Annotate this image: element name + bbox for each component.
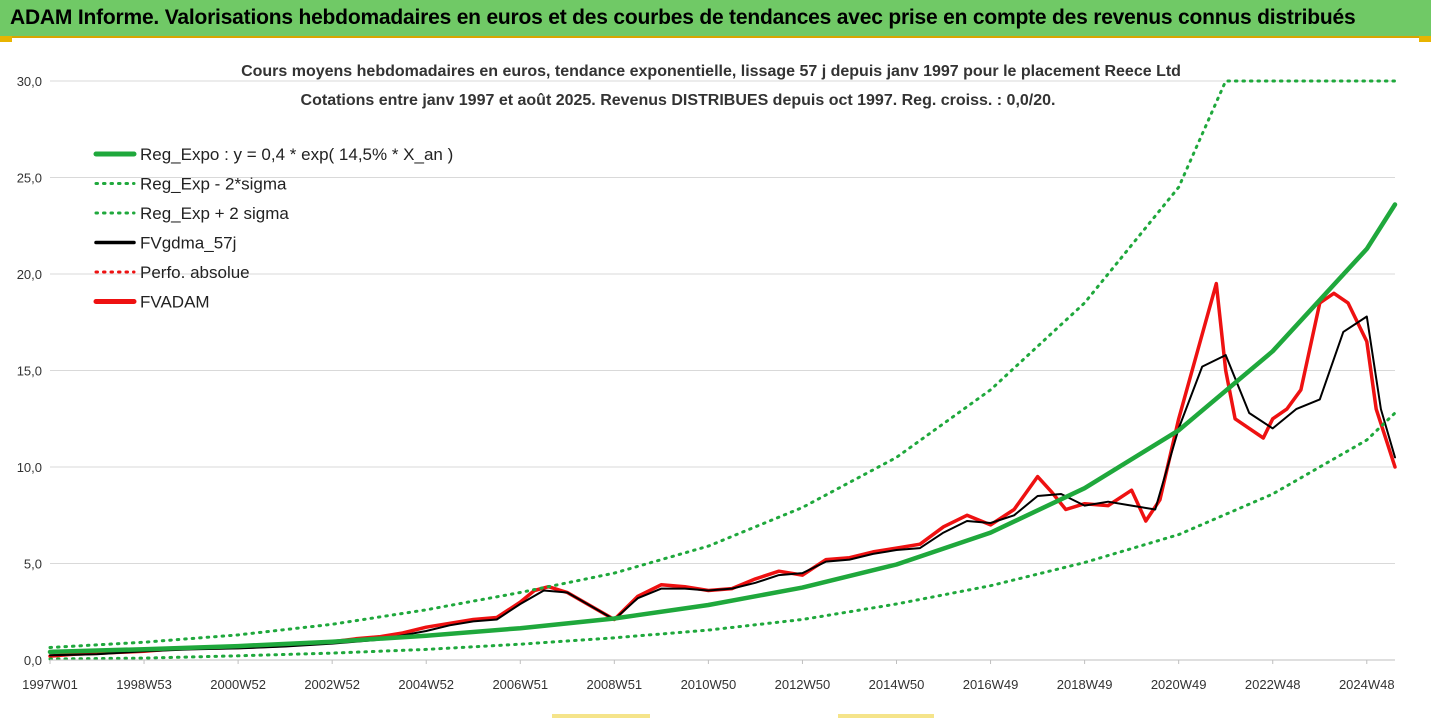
trend-chart: 0,0 5,0 10,0 15,0 20,0 25,0 30,0 1997W01 1998W53…	[17, 63, 1398, 692]
y-tick-label: 30,0	[17, 74, 42, 89]
series-lines	[47, 79, 1398, 661]
legend-label: Reg_Exp - 2*sigma	[140, 175, 287, 194]
x-tick-label: 2016W49	[963, 677, 1019, 692]
x-tick-label: 2020W49	[1151, 677, 1207, 692]
banner-corner-left	[0, 36, 12, 42]
y-tick-label: 15,0	[17, 364, 42, 379]
x-tick-label: 2006W51	[492, 677, 548, 692]
chart-title-line-1: Cours moyens hebdomadaires en euros, ten…	[241, 63, 1181, 80]
legend-label: FVADAM	[140, 293, 210, 312]
legend-label: Reg_Expo : y = 0,4 * exp( 14,5% * X_an )	[140, 145, 453, 164]
y-tick-label: 20,0	[17, 267, 42, 282]
x-tick-label: 2004W52	[398, 677, 454, 692]
legend-label: FVgdma_57j	[140, 234, 236, 253]
bottom-handle-right	[838, 714, 934, 718]
x-tick-label: 2002W52	[304, 677, 360, 692]
x-tick-label: 2024W48	[1339, 677, 1395, 692]
x-tick-label: 2018W49	[1057, 677, 1113, 692]
series-line-1	[48, 411, 1397, 661]
x-tick-label: 1997W01	[22, 677, 78, 692]
y-tick-label: 0,0	[24, 653, 42, 668]
series-line-3	[49, 315, 1396, 657]
bottom-handle-left	[552, 714, 650, 718]
x-tick-label: 2014W50	[869, 677, 925, 692]
x-tick-label: 2010W50	[681, 677, 737, 692]
x-tick-label: 1998W53	[116, 677, 172, 692]
series-line-2	[48, 79, 1397, 649]
y-tick-label: 5,0	[24, 557, 42, 572]
report-banner: ADAM Informe. Valorisations hebdomadaire…	[0, 0, 1431, 38]
x-tick-label: 2008W51	[587, 677, 643, 692]
legend-label: Perfo. absolue	[140, 263, 250, 282]
chart-title-line-2: Cotations entre janv 1997 et août 2025. …	[301, 92, 1056, 109]
legend: Reg_Expo : y = 0,4 * exp( 14,5% * X_an )…	[93, 145, 453, 312]
legend-label: Reg_Exp + 2 sigma	[140, 204, 289, 223]
series-line-0	[47, 202, 1398, 655]
x-tick-label: 2012W50	[775, 677, 831, 692]
y-tick-label: 25,0	[17, 171, 42, 186]
x-tick-label: 2000W52	[210, 677, 266, 692]
x-tick-label: 2022W48	[1245, 677, 1301, 692]
axes: 0,0 5,0 10,0 15,0 20,0 25,0 30,0 1997W01 1998W53…	[17, 74, 1395, 692]
report-title: ADAM Informe. Valorisations hebdomadaire…	[10, 6, 1356, 29]
y-tick-label: 10,0	[17, 460, 42, 475]
banner-corner-right	[1419, 36, 1431, 42]
